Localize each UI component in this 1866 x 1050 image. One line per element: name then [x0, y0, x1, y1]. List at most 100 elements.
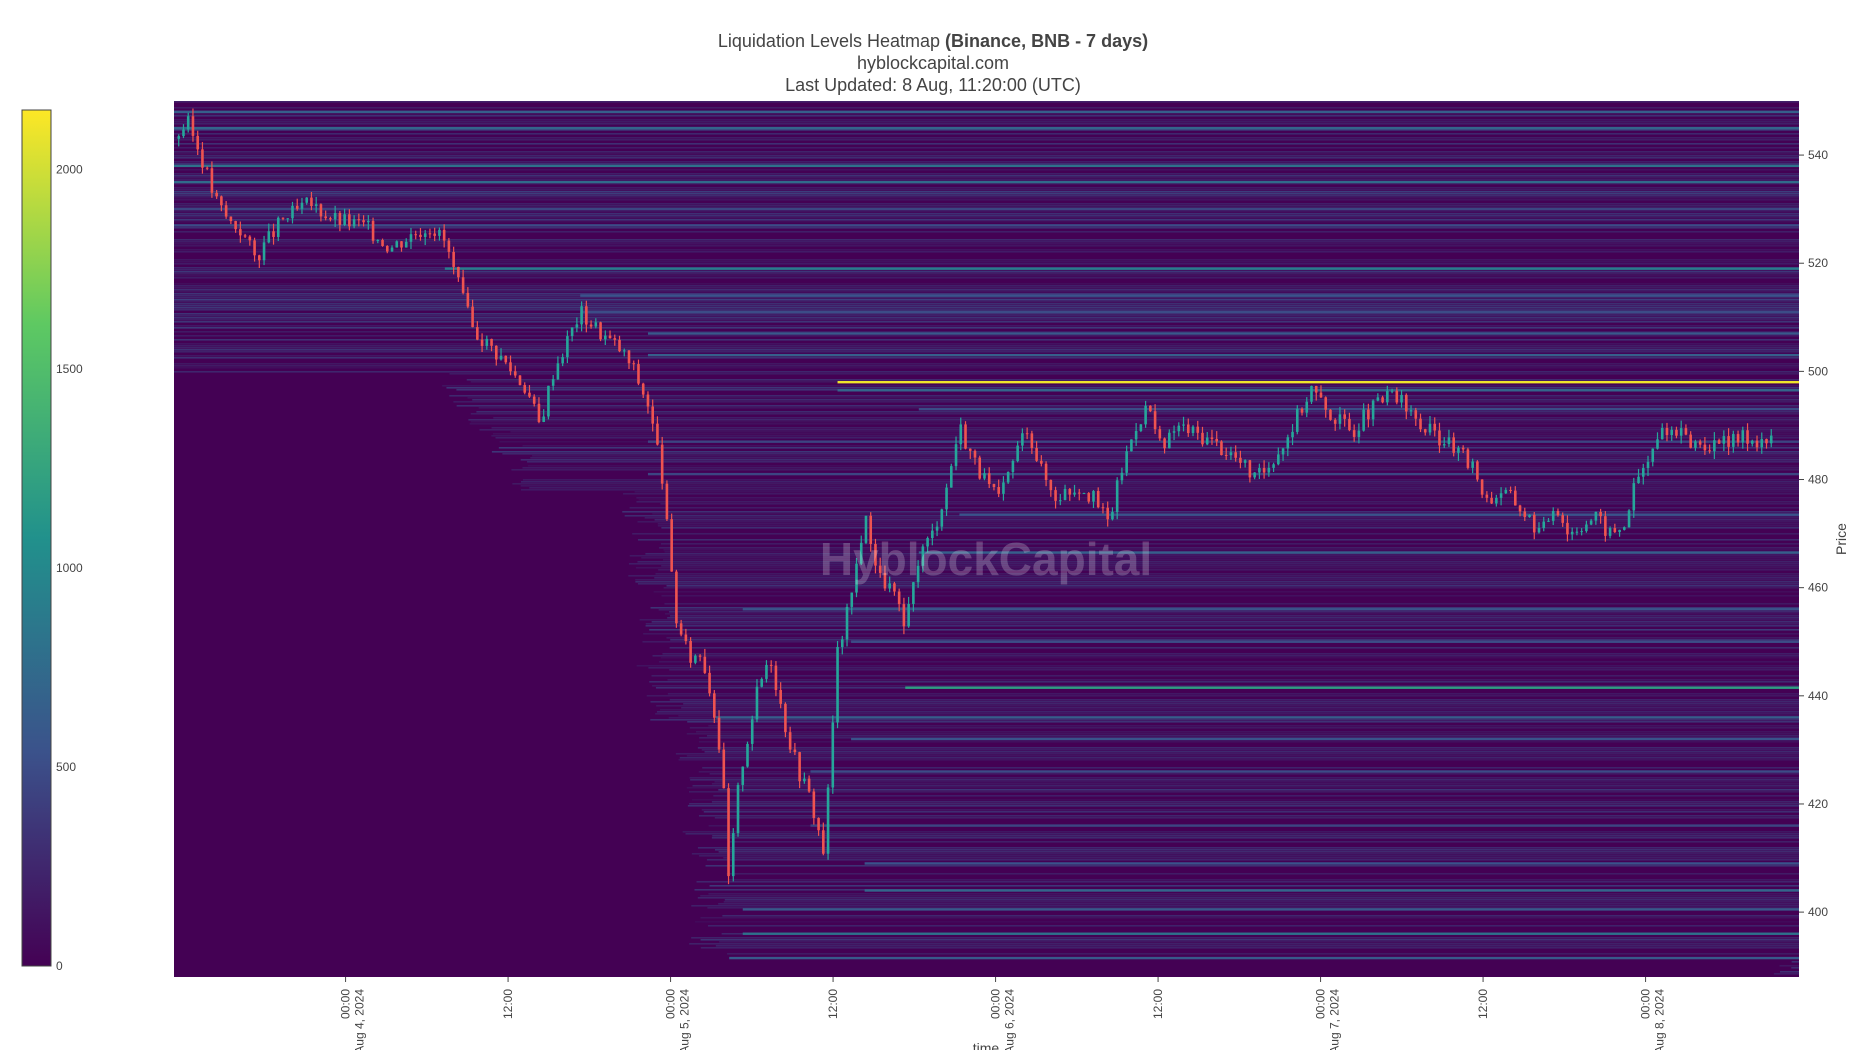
candle-body — [608, 335, 612, 339]
heatmap-row — [718, 789, 1799, 791]
x-tick-date-label: Aug 6, 2024 — [1003, 989, 1017, 1050]
candle-body — [310, 197, 313, 207]
heatmap-row — [698, 741, 1799, 743]
candle-body — [840, 639, 844, 647]
candle-body — [575, 324, 579, 328]
heatmap-row — [174, 321, 1799, 323]
candle-body — [1021, 433, 1024, 446]
candle-body — [1670, 429, 1674, 436]
candle-body — [561, 357, 564, 364]
heatmap-row — [659, 547, 1799, 549]
candle-body — [1703, 444, 1707, 451]
candle-body — [1570, 531, 1574, 535]
heatmap-row — [635, 579, 1799, 581]
candle-body — [916, 565, 920, 583]
x-tick-label: 00:00 — [664, 989, 678, 1019]
candle-body — [385, 245, 389, 252]
heatmap-row — [527, 465, 1799, 467]
candle-body — [765, 664, 768, 679]
candle-body — [1324, 397, 1328, 410]
candle-body — [499, 355, 503, 360]
candle-body — [665, 483, 669, 520]
heatmap-row — [635, 581, 1799, 583]
heatmap-row — [686, 733, 1799, 735]
candle-body — [722, 749, 726, 789]
heatmap-row — [699, 737, 1799, 739]
candle-body — [362, 220, 365, 223]
candle-body — [1082, 493, 1086, 495]
heatmap-row — [532, 455, 1799, 457]
candle-body — [926, 538, 929, 547]
candle-body — [1177, 425, 1181, 432]
candle-body — [314, 204, 318, 207]
liquidation-band — [742, 908, 1799, 911]
liquidation-band — [174, 126, 1799, 130]
heatmap-row — [687, 721, 1799, 723]
candle-body — [1760, 439, 1764, 448]
candle-body — [973, 450, 977, 458]
candle-body — [1239, 457, 1242, 463]
heatmap-row — [174, 151, 1799, 153]
heatmap-row — [174, 213, 1799, 215]
candle-body — [632, 363, 636, 365]
heatmap-row — [174, 205, 1799, 207]
candle-body — [1243, 460, 1247, 463]
heatmap-row — [174, 101, 1799, 103]
heatmap-row — [669, 699, 1799, 701]
candle-body — [731, 833, 735, 877]
heatmap-row — [522, 479, 1799, 481]
heatmap-row — [174, 313, 1799, 315]
candle-body — [1077, 492, 1081, 494]
heatmap-row — [476, 411, 1799, 413]
heatmap-row — [174, 263, 1799, 265]
heatmap-row — [698, 815, 1799, 817]
heatmap-row — [498, 447, 1799, 449]
liquidation-band — [174, 164, 1799, 168]
candle-body — [528, 392, 531, 397]
candle-body — [741, 766, 745, 785]
heatmap-row — [703, 811, 1799, 813]
candle-body — [717, 717, 721, 750]
candle-body — [1765, 439, 1768, 444]
candle-body — [1722, 436, 1726, 444]
heatmap-row — [719, 941, 1799, 943]
heatmap-row — [174, 335, 1799, 337]
liquidation-band — [810, 770, 1799, 773]
candle-body — [1087, 493, 1091, 502]
heatmap-row — [174, 183, 1799, 185]
heatmap-row — [174, 243, 1799, 245]
candle-body — [907, 603, 910, 627]
candle-body — [1698, 441, 1702, 445]
heatmap-row — [174, 339, 1799, 341]
candle-body — [1665, 427, 1669, 436]
heatmap-row — [174, 221, 1799, 223]
candle-body — [471, 306, 474, 328]
candle-body — [1646, 461, 1650, 469]
heatmap-row — [696, 881, 1799, 883]
candle-body — [1040, 460, 1043, 464]
x-tick-date-label: Aug 8, 2024 — [1653, 989, 1667, 1050]
candle-body — [1594, 511, 1598, 521]
liquidation-bands — [174, 110, 1799, 960]
candle-body — [822, 830, 825, 854]
candle-body — [395, 241, 399, 248]
candle-body — [912, 582, 915, 604]
candle-body — [1608, 528, 1612, 536]
heatmap-row — [707, 925, 1799, 927]
candle-body — [888, 583, 891, 589]
heatmap-row — [1773, 973, 1799, 975]
heatmap-row — [174, 157, 1799, 159]
heatmap-row — [727, 953, 1799, 955]
colorbar-gradient — [21, 109, 52, 967]
candle-body — [1532, 514, 1536, 533]
heatmap-row — [728, 879, 1799, 881]
candle-body — [210, 168, 214, 193]
candle-body — [1201, 432, 1204, 445]
heatmap-row — [711, 783, 1799, 785]
candle-body — [1258, 468, 1261, 473]
candle-body — [1386, 390, 1389, 403]
heatmap-row — [711, 837, 1799, 839]
heatmap-row — [726, 873, 1799, 875]
y-tick-label: 540 — [1808, 148, 1828, 162]
candle-body — [736, 784, 740, 834]
